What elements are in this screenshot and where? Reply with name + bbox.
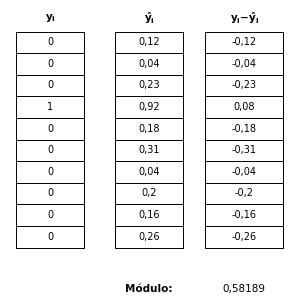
Text: -0,18: -0,18 <box>232 124 257 134</box>
Text: 1: 1 <box>47 102 53 112</box>
Text: 0,12: 0,12 <box>138 37 160 47</box>
Text: -0,23: -0,23 <box>232 80 257 91</box>
Text: -0,04: -0,04 <box>232 167 257 177</box>
Text: Módulo:: Módulo: <box>125 284 173 294</box>
Text: 0,31: 0,31 <box>138 145 160 155</box>
Text: $\mathbf{\hat{y}_i}$: $\mathbf{\hat{y}_i}$ <box>144 10 154 26</box>
Text: -0,16: -0,16 <box>232 210 257 220</box>
Text: 0,08: 0,08 <box>234 102 255 112</box>
Text: 0: 0 <box>47 145 53 155</box>
Text: 0: 0 <box>47 80 53 91</box>
Text: 0,16: 0,16 <box>138 210 160 220</box>
Text: -0,2: -0,2 <box>235 188 254 199</box>
Text: 0,04: 0,04 <box>138 59 160 69</box>
Text: 0: 0 <box>47 59 53 69</box>
Text: 0: 0 <box>47 210 53 220</box>
Text: -0,31: -0,31 <box>232 145 257 155</box>
Text: $\mathbf{y_i}$$\mathbf{-\hat{y}_i}$: $\mathbf{y_i}$$\mathbf{-\hat{y}_i}$ <box>230 10 259 26</box>
Text: 0,92: 0,92 <box>138 102 160 112</box>
Text: 0,2: 0,2 <box>141 188 157 199</box>
Text: 0,18: 0,18 <box>138 124 160 134</box>
Bar <box>205 32 283 248</box>
Bar <box>16 32 84 248</box>
Text: 0: 0 <box>47 167 53 177</box>
Text: 0,04: 0,04 <box>138 167 160 177</box>
Text: 0: 0 <box>47 124 53 134</box>
Text: 0,23: 0,23 <box>138 80 160 91</box>
Text: $\mathbf{y_i}$: $\mathbf{y_i}$ <box>45 12 55 24</box>
Bar <box>115 32 183 248</box>
Text: 0: 0 <box>47 232 53 242</box>
Text: -0,04: -0,04 <box>232 59 257 69</box>
Text: 0,58189: 0,58189 <box>223 284 266 294</box>
Text: -0,26: -0,26 <box>232 232 257 242</box>
Text: 0: 0 <box>47 188 53 199</box>
Text: 0,26: 0,26 <box>138 232 160 242</box>
Text: -0,12: -0,12 <box>232 37 257 47</box>
Text: 0: 0 <box>47 37 53 47</box>
